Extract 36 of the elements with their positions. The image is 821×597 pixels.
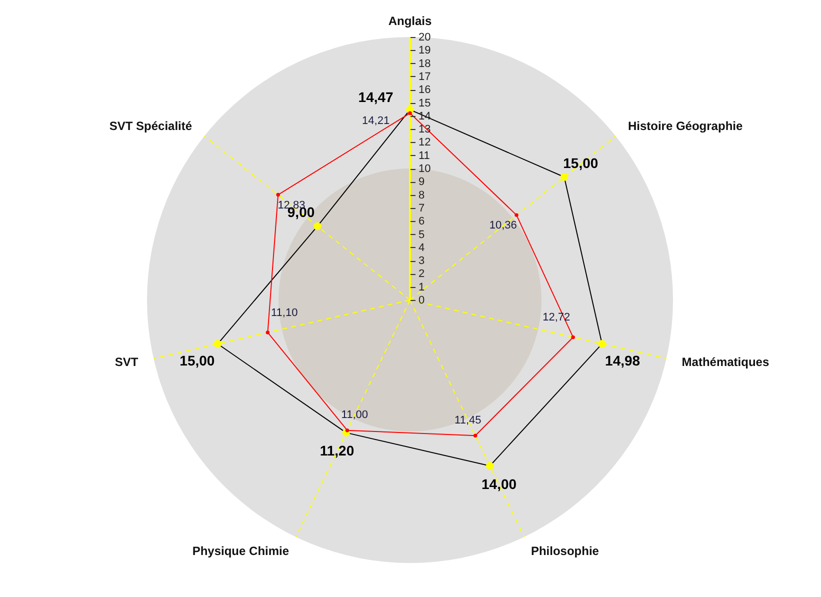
y-tick-label: 19 <box>418 44 431 57</box>
data-label: 14,00 <box>481 476 517 492</box>
data-label: 11,00 <box>341 408 368 421</box>
data-label: 15,00 <box>180 352 215 369</box>
spoke-label: SVT Spécialité <box>109 119 192 134</box>
y-tick-label: 2 <box>418 268 425 280</box>
y-tick-label: 16 <box>418 84 431 96</box>
data-label: 15,00 <box>563 154 598 171</box>
data-label: 11,45 <box>454 414 482 426</box>
y-tick-label: 15 <box>418 97 431 110</box>
y-tick-label: 11 <box>418 150 430 162</box>
y-tick-label: 8 <box>418 189 425 202</box>
y-tick-label: 1 <box>418 281 425 294</box>
data-label: 11,10 <box>271 306 298 319</box>
data-label: 14,21 <box>362 115 390 128</box>
data-label: 11,20 <box>320 442 354 459</box>
spoke-label: Physique Chimie <box>192 544 290 558</box>
spoke-label: Mathématiques <box>682 355 770 370</box>
spoke-label: Anglais <box>388 14 432 28</box>
y-tick-label: 10 <box>418 163 431 175</box>
y-tick-label: 3 <box>418 255 425 268</box>
y-tick-label: 12 <box>418 136 431 149</box>
y-tick-label: 9 <box>418 176 425 188</box>
y-tick-label: 18 <box>418 58 431 70</box>
y-tick-label: 4 <box>418 242 425 254</box>
y-tick-label: 20 <box>418 32 431 44</box>
data-label: 14,98 <box>605 352 640 369</box>
spoke-label: Philosophie <box>530 544 600 558</box>
spoke-label: SVT <box>114 355 139 370</box>
y-tick-label: 7 <box>418 202 425 214</box>
y-tick-label: 5 <box>418 228 425 241</box>
data-label: 14,47 <box>358 88 394 105</box>
data-label: 10,36 <box>489 220 517 232</box>
y-tick-label: 6 <box>418 216 425 228</box>
y-tick-label: 17 <box>418 70 431 83</box>
spoke-label: Histoire Géographie <box>628 119 743 134</box>
